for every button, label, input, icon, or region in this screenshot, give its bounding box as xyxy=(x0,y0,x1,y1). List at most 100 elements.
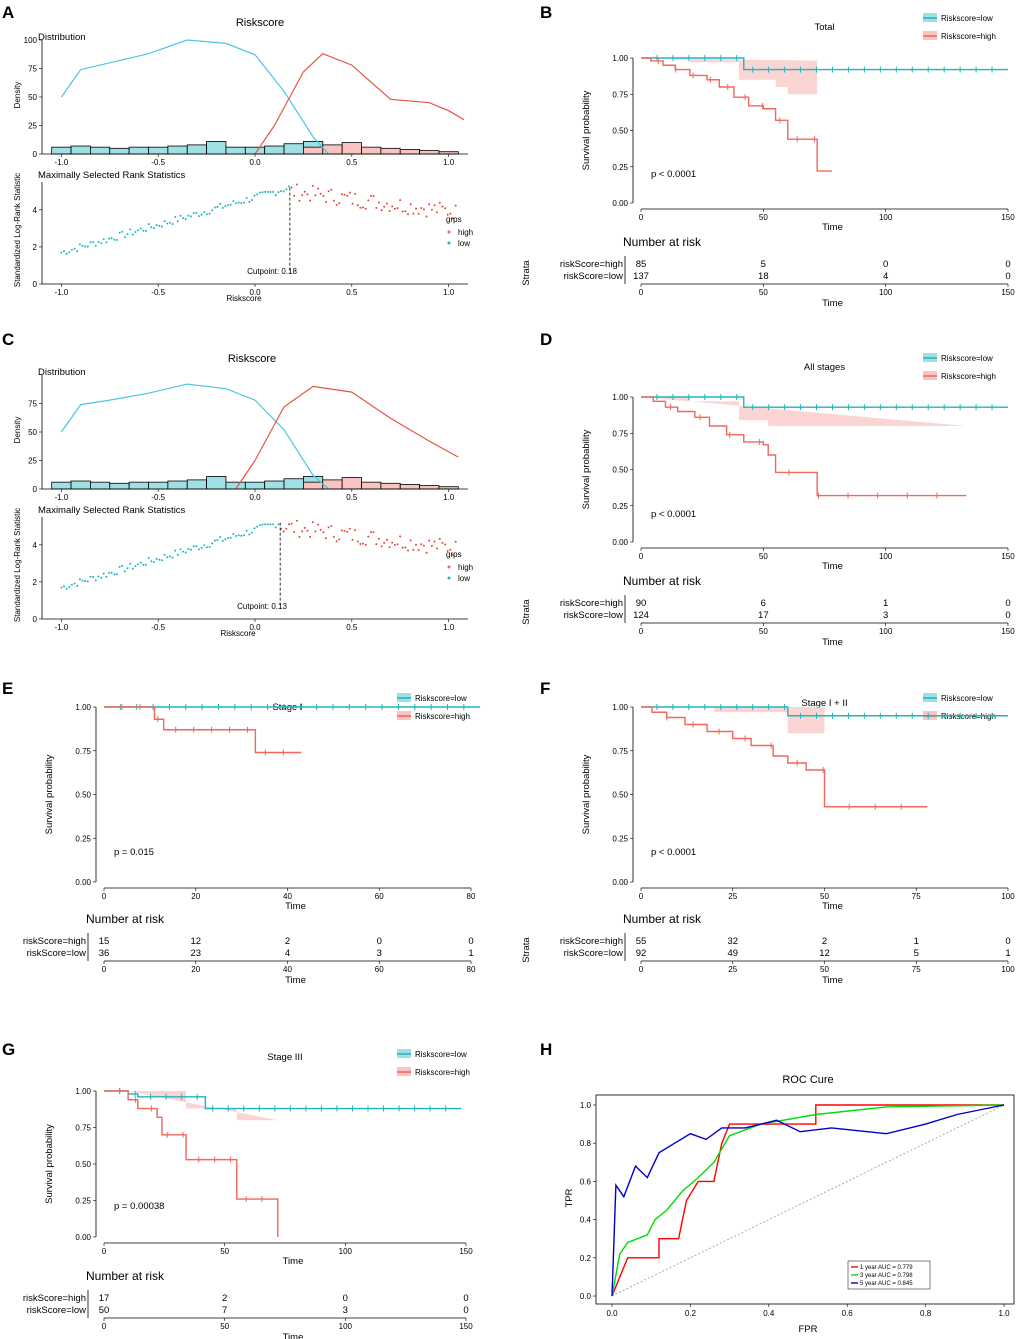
rank-point-high xyxy=(317,187,320,190)
distribution-x-tick-label: 0.0 xyxy=(249,158,261,167)
km-x-tick-label: 60 xyxy=(375,892,384,901)
rank-point-low xyxy=(192,545,195,548)
rank-x-tick-label: -1.0 xyxy=(54,288,68,297)
panel-h-roc-plot: 0.0 0.2 0.4 0.6 0.8 1.0 0.0 0.2 0.4 0.6 0.8 1.0 1 ye… xyxy=(580,1094,1015,1318)
rank-point-low xyxy=(123,236,126,239)
histogram-bar-low xyxy=(167,480,188,490)
rank-point-high xyxy=(388,546,391,549)
risk-count-high: 0 xyxy=(883,259,888,270)
panel-label-c: C xyxy=(2,330,14,349)
rank-point-low xyxy=(256,193,259,196)
confidence-band-high xyxy=(641,397,967,426)
roc-curve-1-year xyxy=(611,1104,1004,1297)
rank-point-high xyxy=(303,190,306,193)
risk-strata-label: Strata xyxy=(521,599,532,625)
panel-label-b: B xyxy=(540,3,552,22)
rank-x-tick-label: 1.0 xyxy=(443,623,455,632)
rank-point-low xyxy=(105,575,108,578)
rank-point-low xyxy=(110,237,113,240)
histogram-bar-low xyxy=(70,145,91,155)
risk-count-high: 1 xyxy=(914,936,919,947)
rank-point-low xyxy=(277,523,280,526)
panel-a-distribution-plot: 0 25 50 75 100 -1.0 -0.5 0.0 0.5 1.0 xyxy=(24,36,468,167)
risk-count-high: 2 xyxy=(285,936,290,947)
rank-point-low xyxy=(150,226,153,229)
km-x-tick-label: 20 xyxy=(191,892,200,901)
risk-count-high: 0 xyxy=(463,1293,468,1304)
rank-point-low xyxy=(129,562,132,565)
rank-point-high xyxy=(417,549,420,551)
km-pvalue: p < 0.0001 xyxy=(651,847,696,858)
rank-point-high xyxy=(372,531,375,534)
km-x-tick-label: 0 xyxy=(102,892,107,901)
distribution-y-tick-label: 25 xyxy=(28,122,37,131)
rank-point-low xyxy=(115,573,118,576)
rank-point-low xyxy=(126,567,129,570)
rank-point-high xyxy=(452,553,454,556)
histogram-bar-low xyxy=(283,478,304,490)
km-y-tick-label: 1.00 xyxy=(612,54,628,63)
histogram-bar-low xyxy=(186,479,207,490)
rank-point-high xyxy=(343,193,346,196)
histogram-bar-low xyxy=(51,146,72,155)
rank-point-high xyxy=(295,183,298,186)
rank-point-low xyxy=(205,546,208,549)
rank-point-high xyxy=(362,542,364,545)
km-y-tick-label: 0.25 xyxy=(75,834,91,843)
rank-point-low xyxy=(158,558,161,561)
km-y-tick-label: 0.25 xyxy=(612,163,628,172)
rank-point-low xyxy=(100,242,103,245)
rank-point-high xyxy=(338,202,341,205)
risk-count-high: 2 xyxy=(822,936,827,947)
risk-count-high: 6 xyxy=(761,598,766,609)
panel-c-legend-high-marker xyxy=(447,565,451,569)
rank-point-high xyxy=(422,544,425,547)
rank-point-low xyxy=(176,553,179,556)
panel-a-title: Riskscore xyxy=(236,17,284,29)
risk-count-low: 0 xyxy=(1005,271,1010,282)
km-x-tick-label: 40 xyxy=(283,892,292,901)
risk-x-tick-label: 50 xyxy=(759,288,768,297)
distribution-x-tick-label: -1.0 xyxy=(54,158,68,167)
rank-point-high xyxy=(377,201,380,204)
roc-x-tick-label: 0.2 xyxy=(685,1309,697,1318)
rank-point-low xyxy=(63,250,65,253)
rank-point-low xyxy=(264,523,267,526)
rank-point-low xyxy=(240,534,243,537)
risk-strata-high: riskScore=high xyxy=(23,1293,86,1304)
roc-y-tick-label: 0.4 xyxy=(580,1216,592,1225)
rank-point-low xyxy=(250,199,253,201)
histogram-bar-low xyxy=(148,481,169,490)
km-y-tick-label: 0.75 xyxy=(612,747,628,756)
histogram-bar-low xyxy=(283,143,304,155)
rank-point-high xyxy=(449,212,452,215)
rank-point-high xyxy=(364,207,367,210)
rank-point-low xyxy=(65,587,68,590)
distribution-y-tick-label: 0 xyxy=(33,150,38,159)
panel-label-a: A xyxy=(2,3,14,22)
distribution-x-tick-label: -1.0 xyxy=(54,493,68,502)
rank-point-low xyxy=(110,571,113,574)
rank-point-high xyxy=(391,205,394,208)
rank-point-high xyxy=(301,194,304,197)
rank-point-low xyxy=(227,204,230,207)
histogram-bar-low xyxy=(109,482,130,490)
rank-point-high xyxy=(383,541,386,544)
rank-point-high xyxy=(430,545,433,547)
km-y-tick-label: 1.00 xyxy=(612,703,628,712)
rank-point-high xyxy=(311,521,314,524)
legend-low-label: Riskscore=low xyxy=(941,354,993,363)
panel-a-legend-low-marker xyxy=(447,241,451,245)
km-y-label: Survival probability xyxy=(44,1124,55,1204)
rank-point-high xyxy=(428,203,431,206)
risk-x-label: Time xyxy=(822,975,843,986)
histogram-bar-high xyxy=(322,479,343,490)
legend-high-label: Riskscore=high xyxy=(941,712,996,721)
roc-legend-box xyxy=(847,1260,931,1290)
risk-count-high: 55 xyxy=(636,936,647,947)
rank-point-low xyxy=(232,532,235,535)
roc-legend-label: 3 year AUC = 0.798 xyxy=(860,1273,913,1279)
panel-c-legend-low-marker xyxy=(447,576,451,580)
rank-point-low xyxy=(73,247,76,250)
rank-x-tick-label: 0.5 xyxy=(346,288,358,297)
